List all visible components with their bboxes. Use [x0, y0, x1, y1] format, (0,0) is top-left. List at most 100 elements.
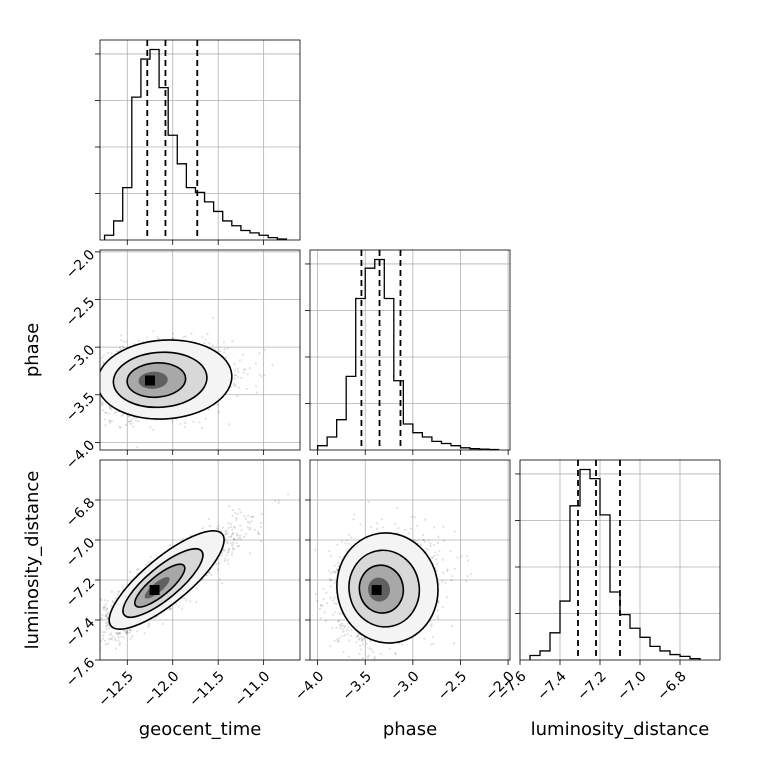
sample-point: [236, 538, 240, 541]
sample-point: [118, 346, 121, 349]
sample-point: [110, 638, 113, 641]
sample-point: [129, 637, 133, 640]
sample-point: [246, 526, 249, 529]
sample-point: [247, 514, 250, 517]
sample-point: [446, 569, 449, 573]
sample-point: [171, 332, 175, 335]
sample-point: [106, 599, 109, 602]
sample-point: [424, 547, 427, 550]
panel-hist-luminosity_distance: [515, 460, 720, 660]
sample-point: [233, 538, 236, 541]
sample-point: [231, 514, 234, 518]
sample-point: [110, 352, 113, 355]
sample-point: [236, 367, 239, 370]
sample-point: [241, 353, 245, 356]
sample-point: [227, 522, 230, 525]
sample-point: [221, 582, 224, 585]
sample-point: [121, 413, 124, 416]
sample-point: [97, 355, 99, 357]
sample-point: [171, 419, 174, 423]
sample-point: [103, 418, 107, 421]
sample-point: [83, 645, 85, 647]
sample-point: [232, 382, 236, 385]
sample-point: [111, 635, 114, 638]
sample-point: [108, 419, 111, 422]
sample-point: [430, 643, 433, 646]
sample-point: [104, 631, 107, 634]
sample-point: [147, 623, 151, 626]
panel-hist-geocent_time: [95, 40, 300, 240]
sample-point: [232, 532, 235, 535]
sample-point: [361, 638, 364, 641]
sample-point: [145, 563, 148, 566]
sample-point: [137, 339, 140, 342]
sample-point: [226, 551, 229, 554]
sample-point: [236, 395, 239, 398]
sample-point: [345, 549, 348, 552]
sample-point: [234, 511, 237, 514]
sample-point: [253, 528, 256, 531]
sample-point: [104, 423, 107, 427]
sample-point: [228, 504, 231, 508]
sample-point: [116, 350, 119, 353]
sample-point: [93, 640, 95, 642]
sample-point: [146, 560, 150, 564]
sample-point: [379, 652, 382, 655]
sample-point: [128, 628, 131, 631]
density-peak: [149, 585, 160, 595]
sample-point: [104, 614, 107, 617]
sample-point: [69, 381, 71, 383]
sample-point: [233, 374, 236, 377]
sample-point: [110, 590, 113, 593]
sample-point: [359, 648, 362, 651]
sample-point: [91, 390, 93, 392]
sample-point: [143, 632, 146, 635]
sample-point: [97, 374, 99, 376]
sample-point: [102, 606, 105, 609]
sample-point: [232, 525, 236, 528]
sample-point: [204, 338, 207, 341]
sample-point: [129, 629, 132, 632]
sample-point: [157, 337, 160, 340]
sample-point: [227, 548, 230, 551]
sample-point: [429, 545, 432, 548]
sample-point: [231, 532, 235, 535]
sample-point: [195, 587, 198, 590]
sample-point: [232, 537, 235, 540]
sample-point: [137, 420, 141, 423]
sample-point: [133, 416, 136, 420]
sample-point: [231, 551, 234, 554]
sample-point: [235, 518, 238, 521]
sample-point: [148, 622, 151, 625]
sample-point: [161, 622, 165, 626]
sample-point: [100, 639, 103, 642]
sample-point: [258, 352, 261, 355]
sample-point: [407, 532, 411, 535]
frame-2d-geocent_time-phase: [99, 249, 301, 451]
sample-point: [127, 420, 131, 423]
sample-point: [103, 606, 106, 609]
sample-point: [236, 544, 239, 548]
sample-point: [106, 616, 109, 620]
sample-point: [128, 415, 131, 419]
sample-point: [96, 637, 98, 639]
sample-point: [115, 410, 118, 413]
sample-point: [128, 631, 131, 635]
histogram-luminosity_distance: [529, 468, 701, 660]
sample-point: [243, 514, 246, 518]
sample-point: [260, 512, 263, 515]
sample-point: [347, 542, 350, 545]
sample-point: [85, 648, 87, 650]
sample-point: [249, 515, 253, 519]
sample-point: [97, 423, 99, 425]
sample-point: [94, 611, 96, 613]
sample-point: [432, 526, 436, 529]
sample-point: [436, 541, 440, 544]
frame-2d-geocent_time-luminosity_distance: [99, 459, 301, 661]
sample-point: [97, 385, 99, 387]
sample-point: [235, 517, 238, 520]
sample-point: [249, 526, 252, 530]
sample-point: [438, 550, 441, 553]
sample-point: [104, 609, 107, 612]
sample-point: [243, 368, 246, 371]
